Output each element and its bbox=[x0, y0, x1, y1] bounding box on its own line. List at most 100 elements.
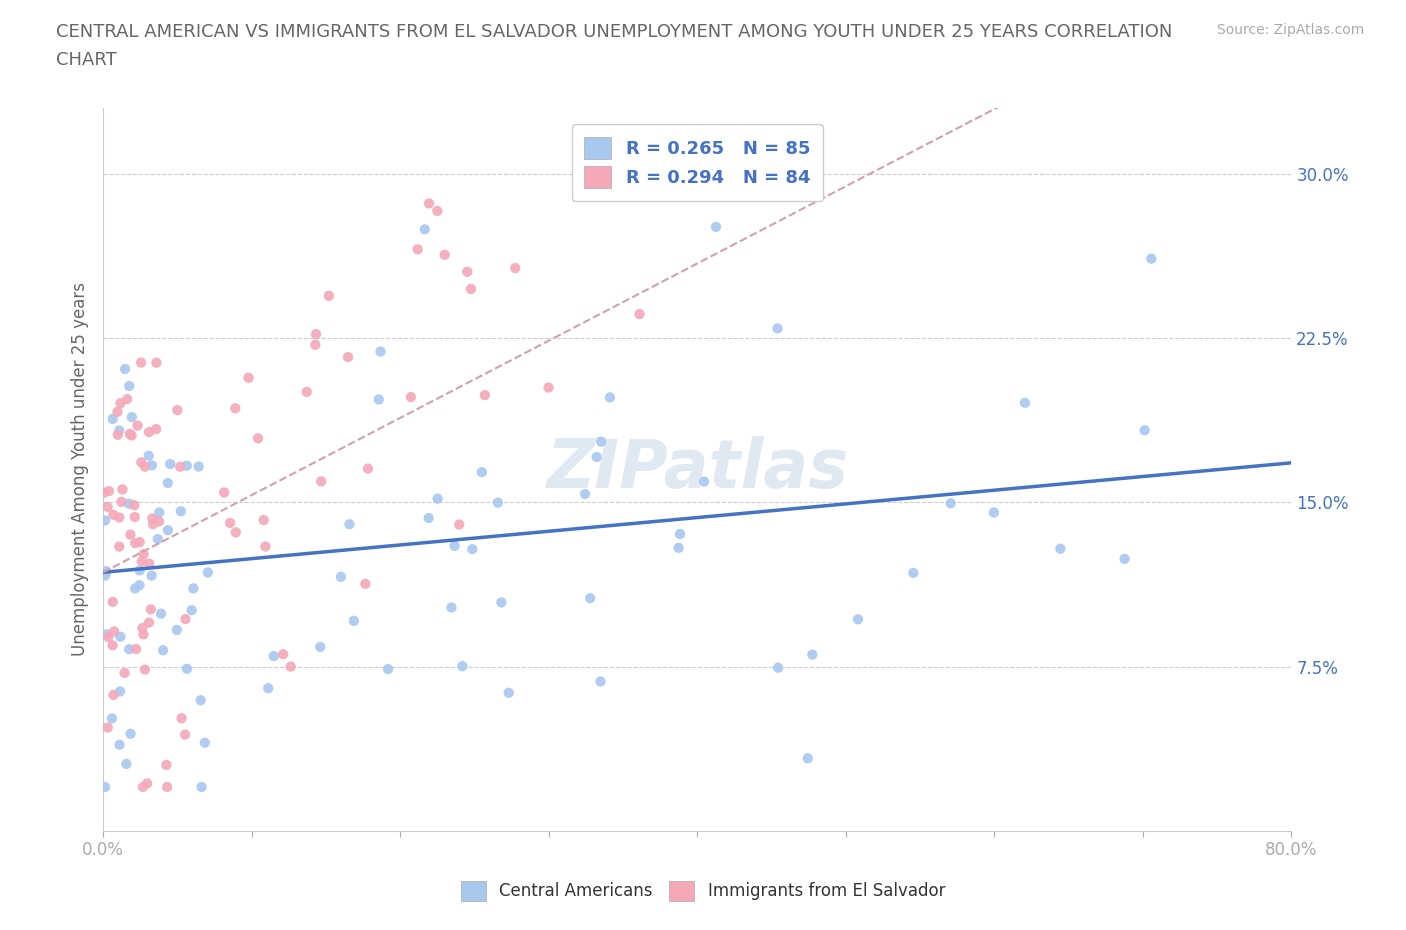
Point bbox=[801, 647, 824, 662]
Point bbox=[354, 577, 377, 591]
Point bbox=[120, 726, 142, 741]
Point bbox=[118, 642, 141, 657]
Point bbox=[225, 525, 247, 539]
Point bbox=[110, 495, 132, 510]
Point bbox=[669, 526, 692, 541]
Point bbox=[114, 362, 136, 377]
Point bbox=[174, 727, 197, 742]
Point bbox=[180, 603, 202, 618]
Point bbox=[103, 508, 125, 523]
Point bbox=[238, 370, 260, 385]
Point bbox=[1049, 541, 1071, 556]
Point bbox=[418, 511, 440, 525]
Point bbox=[903, 565, 925, 580]
Point bbox=[367, 392, 389, 407]
Point bbox=[456, 264, 478, 279]
Point bbox=[132, 779, 155, 794]
Point bbox=[254, 539, 277, 554]
Point bbox=[156, 475, 179, 490]
Point bbox=[305, 326, 328, 341]
Point bbox=[138, 425, 160, 440]
Point bbox=[585, 449, 607, 464]
Point bbox=[145, 421, 167, 436]
Point bbox=[443, 538, 465, 553]
Point bbox=[115, 392, 138, 406]
Y-axis label: Unemployment Among Youth under 25 years: Unemployment Among Youth under 25 years bbox=[72, 283, 89, 657]
Legend: Central Americans, Immigrants from El Salvador: Central Americans, Immigrants from El Sa… bbox=[454, 874, 952, 908]
Point bbox=[141, 458, 163, 472]
Point bbox=[304, 338, 326, 352]
Point bbox=[97, 720, 120, 735]
Point bbox=[107, 405, 129, 419]
Point bbox=[124, 581, 146, 596]
Point bbox=[118, 497, 141, 512]
Text: CHART: CHART bbox=[56, 51, 117, 69]
Point bbox=[101, 594, 124, 609]
Point bbox=[108, 510, 131, 525]
Point bbox=[166, 403, 188, 418]
Text: ZIPatlas: ZIPatlas bbox=[547, 436, 848, 502]
Point bbox=[190, 779, 212, 794]
Point bbox=[337, 350, 360, 365]
Point bbox=[128, 563, 150, 578]
Point bbox=[704, 219, 727, 234]
Point bbox=[766, 321, 789, 336]
Point bbox=[134, 662, 156, 677]
Point bbox=[103, 624, 125, 639]
Point bbox=[131, 554, 153, 569]
Point bbox=[309, 640, 332, 655]
Point bbox=[101, 711, 124, 725]
Text: CENTRAL AMERICAN VS IMMIGRANTS FROM EL SALVADOR UNEMPLOYMENT AMONG YOUTH UNDER 2: CENTRAL AMERICAN VS IMMIGRANTS FROM EL S… bbox=[56, 23, 1173, 41]
Point bbox=[187, 459, 209, 474]
Point bbox=[474, 388, 496, 403]
Point bbox=[174, 612, 197, 627]
Point bbox=[141, 511, 163, 525]
Point bbox=[94, 568, 117, 583]
Point bbox=[318, 288, 340, 303]
Point bbox=[628, 307, 651, 322]
Point bbox=[121, 428, 143, 443]
Point bbox=[114, 666, 136, 681]
Point bbox=[138, 556, 160, 571]
Point bbox=[124, 498, 146, 512]
Point bbox=[132, 627, 155, 642]
Point bbox=[498, 685, 520, 700]
Point bbox=[136, 776, 159, 790]
Point bbox=[766, 660, 789, 675]
Point bbox=[1114, 551, 1136, 566]
Point bbox=[280, 659, 302, 674]
Point bbox=[399, 390, 422, 405]
Point bbox=[1133, 423, 1156, 438]
Point bbox=[247, 431, 270, 445]
Point bbox=[101, 411, 124, 426]
Point bbox=[797, 751, 820, 765]
Point bbox=[96, 564, 118, 578]
Point bbox=[110, 396, 132, 411]
Point bbox=[330, 569, 353, 584]
Point bbox=[176, 661, 198, 676]
Point bbox=[194, 736, 217, 751]
Point bbox=[451, 658, 474, 673]
Point bbox=[111, 482, 134, 497]
Point bbox=[148, 514, 170, 529]
Point bbox=[486, 495, 509, 510]
Point bbox=[537, 380, 560, 395]
Point bbox=[138, 615, 160, 630]
Point bbox=[190, 693, 212, 708]
Point bbox=[128, 535, 150, 550]
Point bbox=[253, 512, 276, 527]
Point bbox=[148, 505, 170, 520]
Point bbox=[131, 620, 153, 635]
Point bbox=[150, 606, 173, 621]
Point bbox=[118, 426, 141, 441]
Point bbox=[138, 448, 160, 463]
Point bbox=[983, 505, 1005, 520]
Point bbox=[124, 536, 146, 551]
Point bbox=[460, 282, 482, 297]
Point bbox=[108, 684, 131, 698]
Point bbox=[257, 681, 280, 696]
Point bbox=[155, 757, 177, 772]
Point bbox=[271, 646, 294, 661]
Point bbox=[118, 379, 141, 393]
Point bbox=[170, 504, 193, 519]
